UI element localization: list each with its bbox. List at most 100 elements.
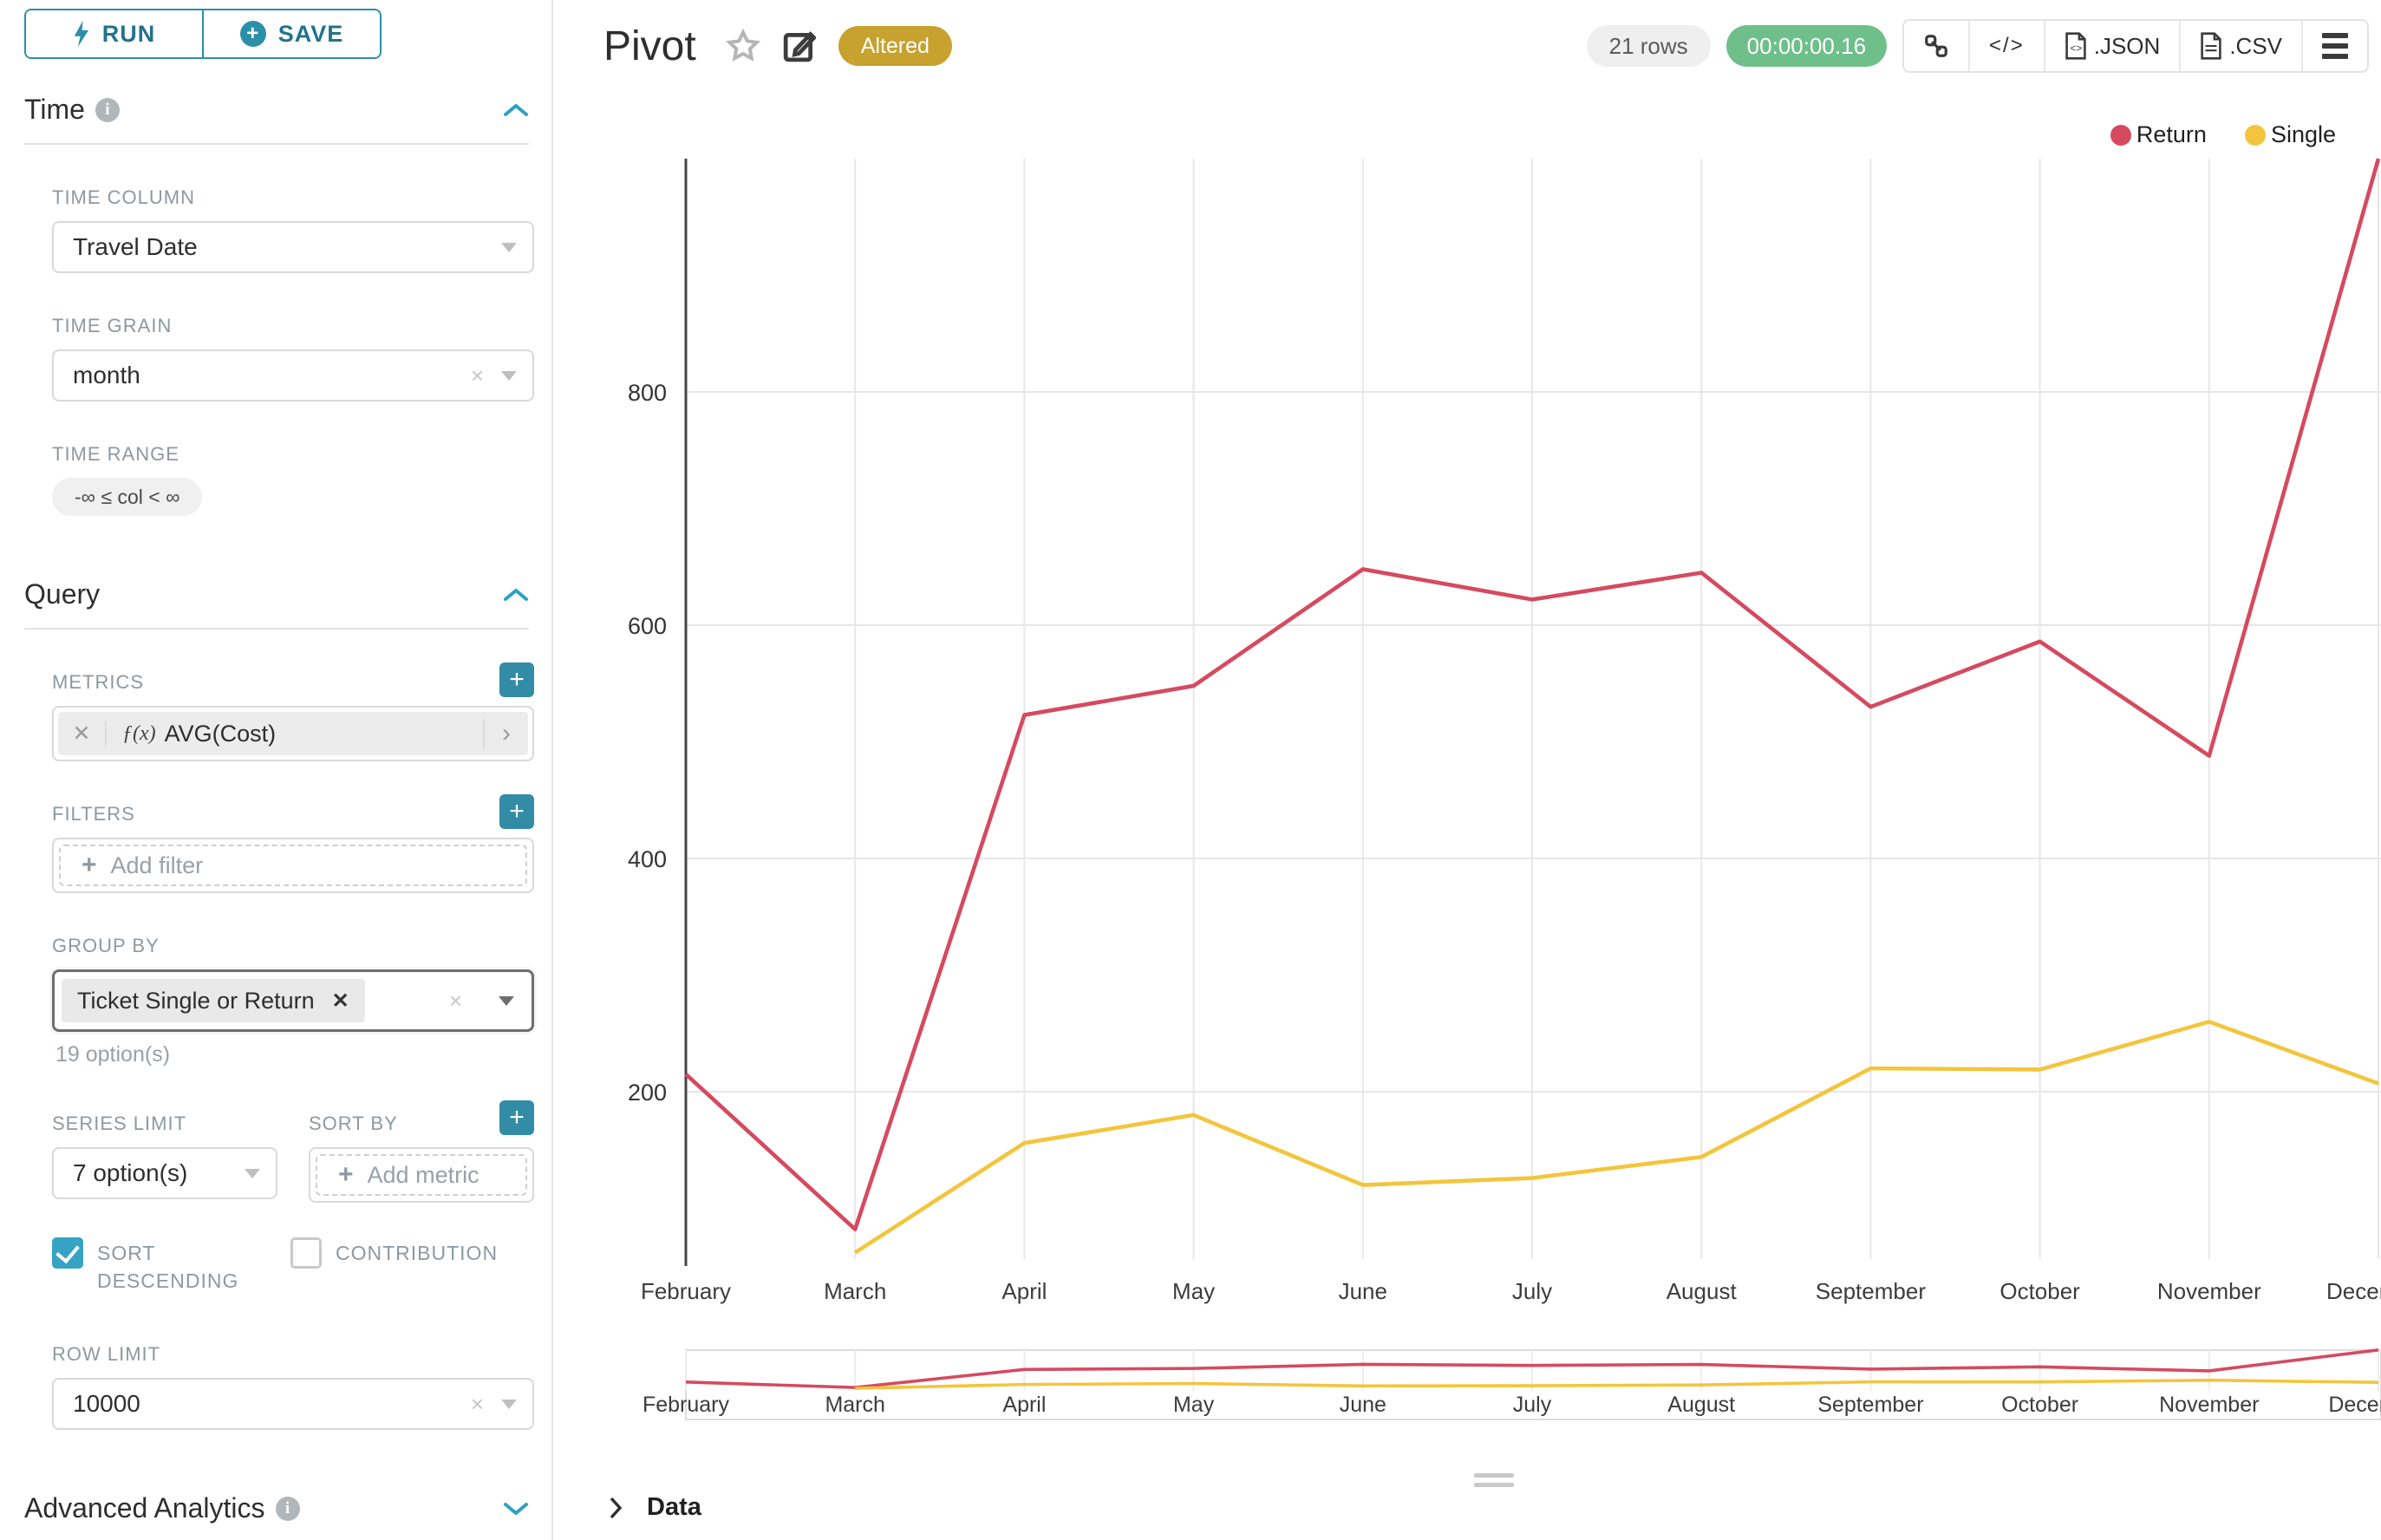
clear-icon[interactable]: × (470, 1390, 484, 1417)
legend-dot (2110, 124, 2131, 146)
x-axis-tick: September (1816, 1278, 1927, 1304)
clear-icon[interactable]: × (470, 362, 484, 388)
json-file-icon: <> (2065, 32, 2086, 60)
chevron-up-icon[interactable] (503, 102, 529, 118)
time-range-pill[interactable]: -∞ ≤ col < ∞ (52, 478, 203, 516)
time-grain-select[interactable]: month × (52, 349, 534, 401)
query-section-title: Query (24, 578, 101, 610)
contribution-checkbox[interactable]: CONTRIBUTION (290, 1236, 529, 1295)
add-sort-metric-button[interactable]: + (499, 1100, 534, 1135)
data-panel-toggle[interactable]: Data (609, 1493, 701, 1522)
query-section-header[interactable]: Query (24, 578, 529, 630)
chevron-down-icon[interactable] (503, 1501, 529, 1517)
checkbox-row: SORT DESCENDING CONTRIBUTION (52, 1236, 529, 1295)
link-icon (1925, 35, 1947, 57)
add-metric-button[interactable]: + (499, 662, 534, 697)
x-axis-tick: December (2326, 1278, 2381, 1304)
series-line-single[interactable] (853, 1020, 2379, 1255)
favorite-star-icon[interactable] (725, 29, 760, 63)
chart-title: Pivot (603, 23, 696, 69)
chevron-right-icon (610, 1497, 623, 1518)
row-limit-control: ROW LIMIT 10000 × (52, 1343, 534, 1431)
altered-badge[interactable]: Altered (838, 26, 952, 66)
remove-tag-icon[interactable]: ✕ (331, 989, 349, 1013)
mini-x-axis-tick: August (1667, 1393, 1735, 1417)
export-json-button[interactable]: <> .JSON (2043, 21, 2180, 71)
svg-text:<>: <> (2070, 43, 2082, 55)
mini-x-axis-tick: June (1340, 1393, 1386, 1417)
chevron-down-icon (501, 1399, 517, 1409)
x-axis-tick: June (1339, 1278, 1387, 1304)
mini-x-axis-tick: February (643, 1393, 730, 1417)
run-button[interactable]: RUN (26, 10, 202, 57)
legend-item-return[interactable]: Return (2110, 121, 2207, 148)
add-sort-metric-dropzone[interactable]: + Add metric (316, 1154, 527, 1196)
run-save-group: RUN + SAVE (24, 9, 382, 59)
copy-link-button[interactable] (1904, 21, 1968, 71)
plus-icon: + (82, 851, 97, 879)
lightning-icon (74, 21, 88, 47)
add-filter-dropzone[interactable]: + Add filter (59, 845, 527, 886)
advanced-analytics-header[interactable]: Advanced Analytics i (24, 1492, 529, 1540)
legend-label: Return (2136, 121, 2207, 147)
time-section-title: Time (24, 94, 85, 125)
header-actions: 21 rows 00:00:00.16 </> (1586, 19, 2369, 73)
export-toolbar: </> <> .JSON (1902, 19, 2369, 73)
time-grain-control: TIME GRAIN month × (52, 315, 534, 401)
add-filter-button[interactable]: + (499, 794, 534, 829)
view-query-button[interactable]: </> (1968, 21, 2044, 71)
time-grain-value: month (73, 362, 140, 388)
metrics-label: METRICS (52, 671, 144, 693)
panel-resize-handle[interactable] (1474, 1473, 1514, 1492)
time-column-label: TIME COLUMN (52, 186, 195, 208)
remove-metric-icon[interactable]: ✕ (58, 721, 107, 747)
chevron-right-icon[interactable]: › (483, 719, 528, 748)
legend-item-single[interactable]: Single (2244, 121, 2336, 148)
sort-descending-checkbox[interactable]: SORT DESCENDING (52, 1236, 290, 1295)
x-axis-tick: May (1172, 1278, 1215, 1304)
more-options-button[interactable] (2301, 21, 2367, 71)
x-axis-tick: February (641, 1278, 731, 1304)
filters-control: FILTERS + + Add filter (52, 794, 534, 893)
group-by-tag[interactable]: Ticket Single or Return ✕ (62, 979, 365, 1022)
filters-box: + Add filter (52, 838, 534, 893)
row-limit-select[interactable]: 10000 × (52, 1378, 534, 1431)
time-section-header[interactable]: Time i (24, 94, 529, 145)
sort-by-box: + Add metric (309, 1147, 534, 1203)
series-limit-label: SERIES LIMIT (52, 1113, 187, 1134)
group-by-select[interactable]: Ticket Single or Return ✕ × (52, 969, 534, 1032)
metric-value: AVG(Cost) (164, 720, 277, 747)
chevron-down-icon (501, 242, 517, 252)
x-axis-tick: March (824, 1278, 886, 1304)
query-timer-badge: 00:00:00.16 (1725, 25, 1888, 67)
sort-descending-label: SORT DESCENDING (97, 1242, 239, 1293)
chart-legend: Return Single (2110, 121, 2336, 148)
x-axis-tick: July (1512, 1278, 1552, 1304)
edit-icon[interactable] (783, 29, 816, 62)
export-csv-button[interactable]: .CSV (2179, 21, 2301, 71)
time-column-select[interactable]: Travel Date (52, 221, 534, 273)
menu-icon (2322, 33, 2348, 59)
advanced-analytics-title: Advanced Analytics (24, 1492, 265, 1524)
mini-series-line-single (855, 1378, 2379, 1390)
group-by-value: Ticket Single or Return (77, 987, 315, 1014)
y-axis-tick: 800 (628, 380, 667, 406)
chevron-up-icon[interactable] (503, 587, 529, 603)
checkbox-empty-icon[interactable] (290, 1237, 322, 1269)
zoom-preview-frame[interactable] (685, 1349, 2381, 1420)
save-button[interactable]: + SAVE (202, 10, 380, 57)
metric-pill[interactable]: ✕ ƒ(x) AVG(Cost) › (58, 712, 528, 755)
series-line-return[interactable] (684, 158, 2381, 1232)
mini-x-axis-tick: December (2328, 1393, 2381, 1417)
limit-sort-row: SERIES LIMIT 7 option(s) SORT BY + + Add… (52, 1100, 534, 1203)
legend-label: Single (2270, 121, 2336, 147)
json-label: .JSON (2093, 32, 2161, 59)
contribution-label: CONTRIBUTION (336, 1242, 499, 1264)
series-limit-select[interactable]: 7 option(s) (52, 1147, 277, 1199)
y-axis-tick: 600 (628, 613, 667, 639)
clear-icon[interactable]: × (448, 987, 462, 1014)
checkbox-checked-icon[interactable] (52, 1237, 83, 1269)
row-limit-value: 10000 (73, 1390, 140, 1418)
metrics-control: METRICS + ✕ ƒ(x) AVG(Cost) › (52, 662, 534, 761)
